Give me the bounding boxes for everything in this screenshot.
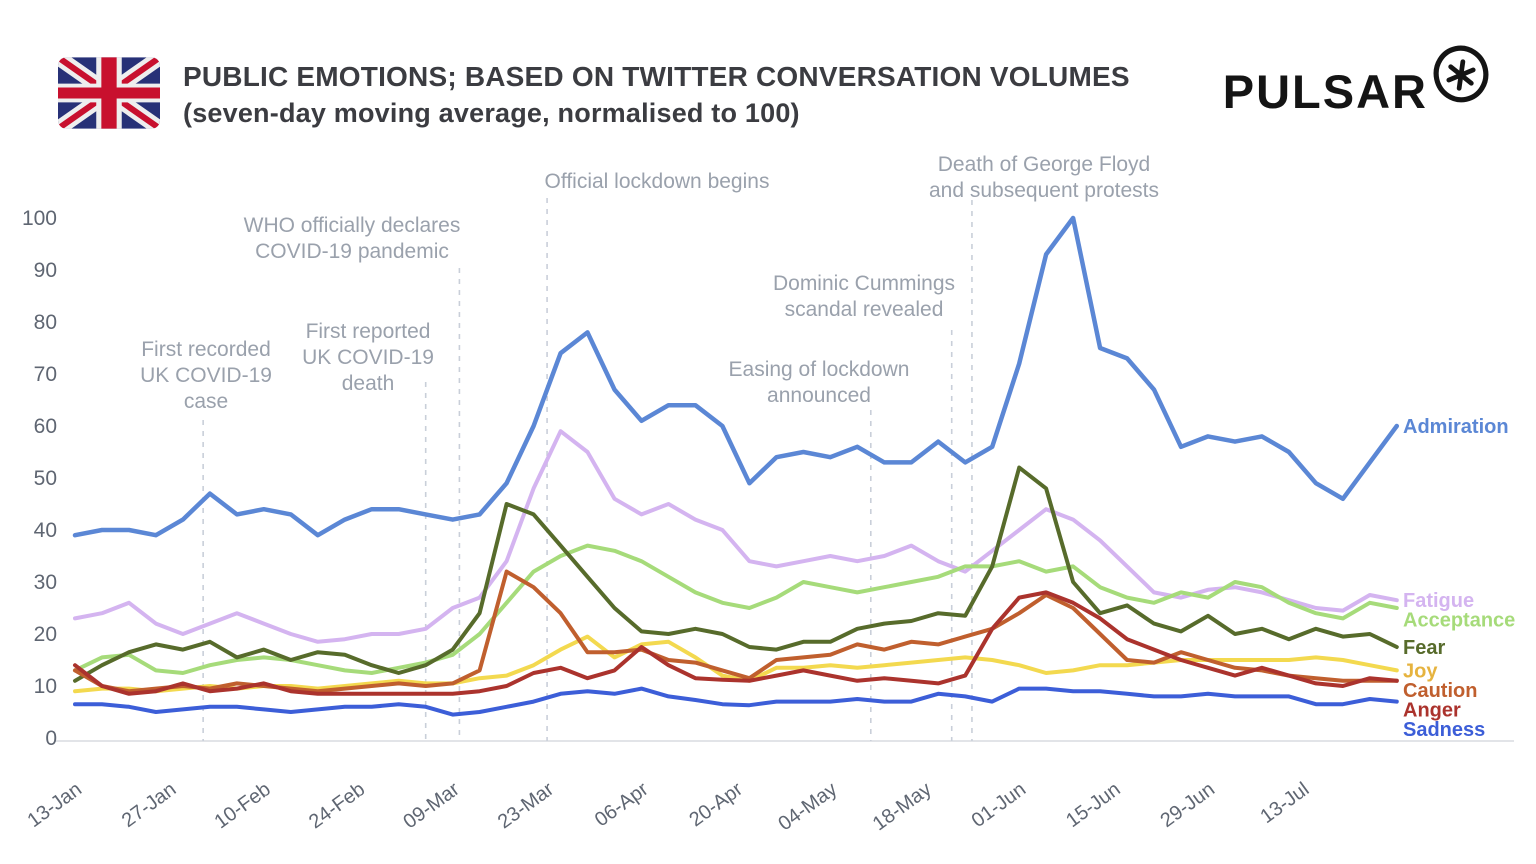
y-axis-label: 40	[34, 519, 57, 542]
x-axis-label: 04-May	[774, 778, 841, 835]
x-axis-label: 13-Jul	[1256, 778, 1313, 828]
series-line-fear	[73, 465, 1399, 683]
series-label-caution: Caution	[1403, 680, 1477, 702]
series-label-sadness: Sadness	[1403, 719, 1485, 741]
x-axis-label: 09-Mar	[399, 778, 463, 833]
y-axis-label: 80	[34, 311, 57, 334]
series-label-fear: Fear	[1403, 637, 1445, 659]
y-axis-label: 100	[22, 207, 57, 230]
series-line-fatigue	[73, 429, 1399, 644]
series-label-fatigue: Fatigue	[1403, 590, 1474, 612]
event-annotation: Death of George Floyd and subsequent prot…	[929, 153, 1159, 202]
y-axis-label: 0	[45, 727, 57, 750]
series-line-sadness	[73, 686, 1399, 717]
x-axis-label: 13-Jan	[24, 778, 86, 832]
uk-flag-icon	[58, 57, 160, 129]
event-annotation: First recorded UK COVID-19 case	[140, 338, 272, 413]
y-axis-label: 90	[34, 259, 57, 282]
series-label-anger: Anger	[1403, 699, 1461, 721]
x-axis-label: 10-Feb	[211, 778, 275, 833]
series-line-joy	[73, 634, 1399, 694]
y-axis-label: 70	[34, 363, 57, 386]
x-axis-label: 24-Feb	[305, 778, 369, 833]
series-line-admiration	[72, 215, 1400, 538]
series-line-anger	[73, 590, 1399, 696]
x-axis-label: 29-Jun	[1157, 778, 1219, 832]
pulsar-logo: PULSAR	[1223, 44, 1492, 119]
series-line-caution	[73, 569, 1399, 694]
asterisk-circle-icon	[1433, 45, 1489, 103]
series-label-admiration: Admiration	[1403, 416, 1509, 438]
x-axis-label: 23-Mar	[494, 778, 558, 833]
y-axis-label: 50	[34, 467, 57, 490]
event-annotation: Easing of lockdown announced	[729, 358, 910, 407]
page-subtitle: (seven-day moving average, normalised to…	[183, 98, 800, 128]
chart-title-block: PUBLIC EMOTIONS; BASED ON TWITTER CONVER…	[183, 58, 1130, 131]
page-title: PUBLIC EMOTIONS; BASED ON TWITTER CONVER…	[183, 61, 1130, 92]
x-axis-label: 27-Jan	[118, 778, 180, 832]
series-line-acceptance	[73, 543, 1399, 675]
x-axis-label: 20-Apr	[685, 778, 747, 831]
x-axis-label: 06-Apr	[591, 778, 653, 831]
event-annotation: Dominic Cummings scandal revealed	[773, 272, 955, 321]
y-axis-label: 30	[34, 571, 57, 594]
event-annotation: Official lockdown begins	[545, 170, 770, 193]
y-axis-label: 10	[34, 675, 57, 698]
y-axis-label: 20	[34, 623, 57, 646]
x-axis-label: 15-Jun	[1062, 778, 1124, 832]
series-label-acceptance: Acceptance	[1403, 610, 1515, 632]
series-label-joy: Joy	[1403, 660, 1438, 682]
x-axis-label: 18-May	[869, 778, 936, 835]
header: PUBLIC EMOTIONS; BASED ON TWITTER CONVER…	[0, 0, 1536, 150]
y-axis-label: 60	[34, 415, 57, 438]
event-annotation: First reported UK COVID-19 death	[302, 320, 434, 395]
pulsar-logo-text: PULSAR	[1222, 65, 1428, 118]
event-annotation: WHO officially declares COVID-19 pandemic	[244, 214, 461, 263]
x-axis-label: 01-Jun	[968, 778, 1030, 832]
